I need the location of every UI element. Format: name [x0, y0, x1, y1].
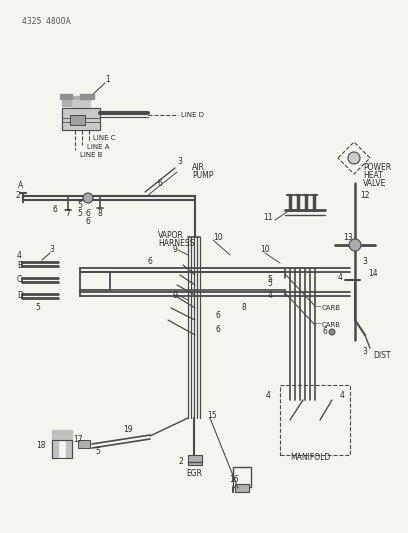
Text: 10: 10	[260, 246, 270, 254]
Text: A: A	[18, 181, 23, 190]
Text: 6: 6	[323, 327, 328, 336]
Text: 8: 8	[98, 208, 102, 217]
Text: POWER: POWER	[363, 163, 391, 172]
Text: 6: 6	[53, 206, 58, 214]
Text: 16: 16	[229, 475, 239, 484]
Text: 5: 5	[78, 209, 82, 219]
Polygon shape	[80, 94, 94, 99]
Text: DIST: DIST	[373, 351, 390, 359]
Text: 2: 2	[15, 191, 20, 200]
Text: 15: 15	[207, 410, 217, 419]
Polygon shape	[62, 108, 100, 130]
Text: 5: 5	[95, 448, 100, 456]
Text: 19: 19	[123, 425, 133, 434]
Text: 8: 8	[242, 303, 246, 311]
Polygon shape	[66, 440, 72, 458]
Text: 4: 4	[268, 290, 273, 300]
Text: —: —	[315, 303, 322, 309]
Text: D: D	[17, 290, 23, 300]
Text: 4: 4	[17, 251, 22, 260]
Text: 5: 5	[268, 274, 273, 284]
Text: 4325  4800A: 4325 4800A	[22, 18, 71, 27]
Bar	[280, 385, 350, 455]
Text: 6: 6	[86, 208, 91, 217]
Text: LINE B: LINE B	[80, 152, 102, 158]
Circle shape	[348, 152, 360, 164]
Text: 14: 14	[368, 269, 378, 278]
Text: 17: 17	[73, 435, 83, 445]
Text: CARB: CARB	[322, 322, 341, 328]
Text: 12: 12	[360, 190, 370, 199]
Text: LINE C: LINE C	[93, 135, 115, 141]
Text: 4: 4	[266, 391, 271, 400]
Text: 3: 3	[363, 257, 368, 266]
Text: HEAT: HEAT	[363, 171, 383, 180]
Text: 1: 1	[106, 76, 111, 85]
Text: 5: 5	[35, 303, 40, 311]
Polygon shape	[60, 94, 72, 99]
Polygon shape	[62, 96, 80, 106]
Bar	[52, 440, 72, 458]
Text: VALVE: VALVE	[363, 179, 386, 188]
Text: 7: 7	[66, 209, 71, 219]
Text: 6: 6	[148, 256, 153, 265]
Bar	[62, 108, 100, 130]
Text: 6: 6	[215, 311, 220, 320]
Text: 13: 13	[343, 233, 353, 243]
Text: MANIFOLD: MANIFOLD	[290, 454, 330, 463]
Text: B: B	[17, 261, 22, 270]
Text: 6: 6	[215, 326, 220, 335]
Text: 3: 3	[363, 348, 368, 357]
Text: 9: 9	[173, 290, 177, 300]
Text: —: —	[315, 320, 322, 326]
Text: 18: 18	[36, 440, 46, 449]
Text: 3: 3	[177, 157, 182, 166]
Circle shape	[83, 193, 93, 203]
Text: 9: 9	[173, 246, 177, 254]
Polygon shape	[72, 100, 90, 108]
Polygon shape	[52, 430, 72, 440]
Text: 5: 5	[78, 200, 82, 209]
Bar	[70, 115, 85, 125]
Text: 10: 10	[213, 232, 223, 241]
Text: 11: 11	[263, 213, 273, 222]
Bar	[233, 467, 251, 487]
Text: 6: 6	[157, 179, 162, 188]
Text: 4: 4	[339, 391, 344, 400]
Text: 3: 3	[49, 246, 54, 254]
Text: VAPOR: VAPOR	[158, 230, 184, 239]
Circle shape	[349, 239, 361, 251]
Text: 4: 4	[337, 273, 342, 282]
Text: CARB: CARB	[322, 305, 341, 311]
Bar	[235, 484, 249, 492]
Text: 5: 5	[268, 279, 273, 287]
Text: EGR: EGR	[186, 469, 202, 478]
Bar	[78, 440, 90, 448]
Text: LINE D: LINE D	[181, 112, 204, 118]
Text: C: C	[17, 276, 22, 285]
Text: PUMP: PUMP	[192, 172, 213, 181]
Text: HARNESS: HARNESS	[158, 238, 194, 247]
Circle shape	[329, 329, 335, 335]
Text: 6: 6	[86, 217, 91, 227]
Text: 2: 2	[178, 457, 183, 466]
Polygon shape	[52, 440, 58, 458]
Text: AIR: AIR	[192, 164, 205, 173]
Text: LINE A: LINE A	[87, 144, 109, 150]
Bar	[188, 455, 202, 465]
